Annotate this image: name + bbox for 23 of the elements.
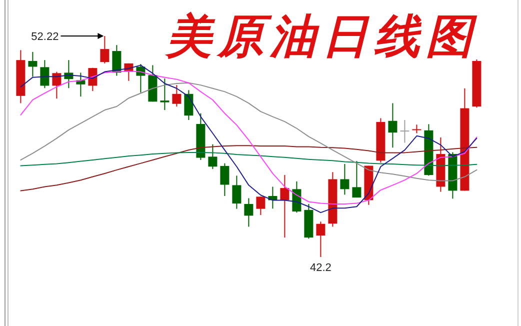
candlestick xyxy=(100,36,110,64)
chart-title: 美原油日线图 xyxy=(164,9,478,63)
candlestick xyxy=(28,51,38,78)
candlestick xyxy=(256,196,266,216)
candlestick xyxy=(220,162,230,197)
annotation: 52.22 xyxy=(31,31,59,43)
candlestick xyxy=(280,174,290,238)
candlestick xyxy=(292,180,302,214)
candlestick xyxy=(184,90,194,120)
text: 42.2 xyxy=(310,262,332,274)
candlestick xyxy=(172,84,182,107)
candlestick xyxy=(52,71,62,100)
candlestick xyxy=(244,198,254,228)
candlestick xyxy=(160,78,170,111)
candlestick xyxy=(340,163,350,196)
candlestick xyxy=(40,60,50,89)
candlestick xyxy=(352,160,362,198)
candlestick xyxy=(208,144,218,170)
candlestick xyxy=(232,175,242,210)
candlestick xyxy=(400,119,410,144)
candlestick xyxy=(388,102,398,148)
candlestick xyxy=(316,221,326,258)
candlestick xyxy=(112,44,122,76)
